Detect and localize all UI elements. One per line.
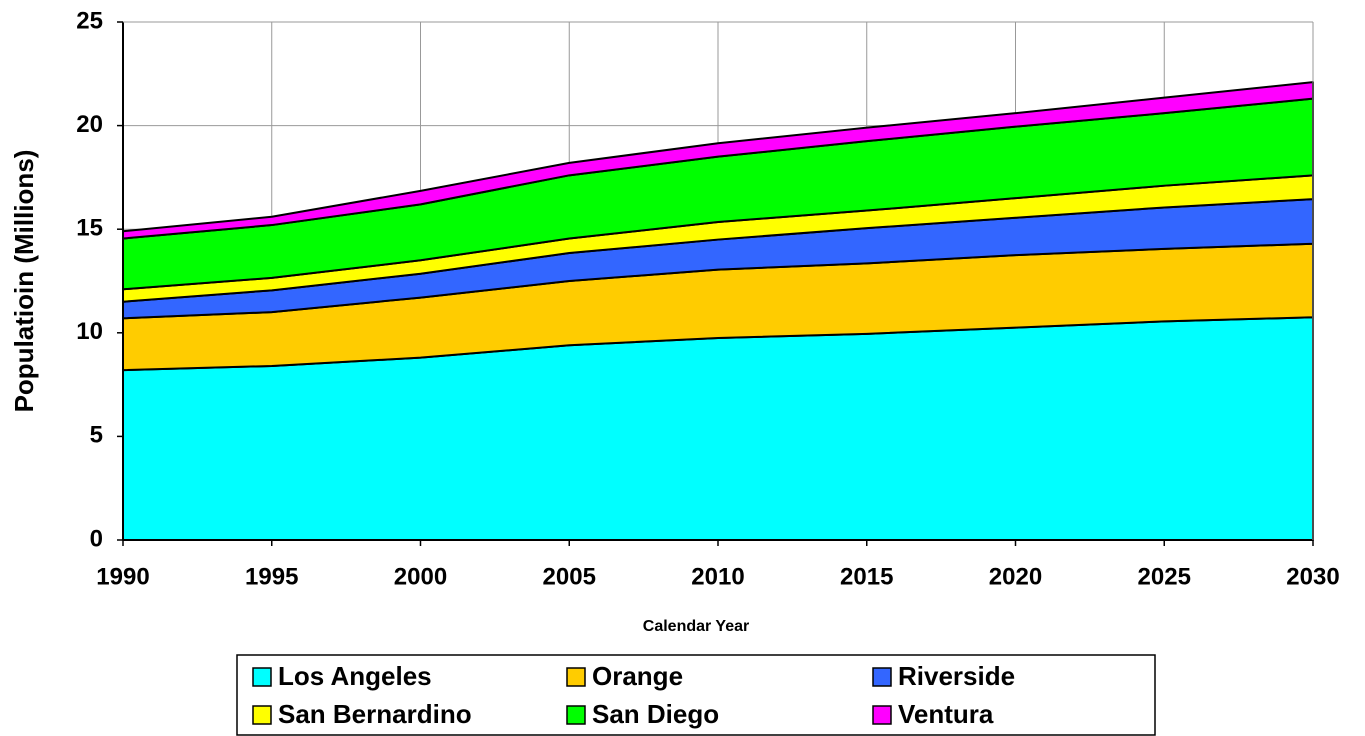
legend-label: Ventura xyxy=(898,699,994,729)
legend-swatch xyxy=(566,705,586,725)
y-tick-label: 5 xyxy=(90,422,103,449)
y-tick-label: 15 xyxy=(76,215,103,242)
x-tick-label: 2025 xyxy=(1138,563,1191,590)
legend-swatch xyxy=(252,705,272,725)
x-tick-label: 2030 xyxy=(1286,563,1339,590)
x-tick-label: 2005 xyxy=(543,563,596,590)
legend-swatch xyxy=(872,667,892,687)
x-axis-label: Calendar Year xyxy=(643,618,749,635)
legend-label: San Diego xyxy=(592,699,719,729)
y-tick-label: 10 xyxy=(76,318,103,345)
legend-box xyxy=(236,654,1156,736)
legend-swatch xyxy=(872,705,892,725)
legend-swatch xyxy=(252,667,272,687)
legend-swatch xyxy=(566,667,586,687)
legend-label: San Bernardino xyxy=(278,699,472,729)
legend-label: Riverside xyxy=(898,661,1015,691)
legend-label: Orange xyxy=(592,661,683,691)
y-tick-label: 0 xyxy=(90,525,103,552)
x-tick-label: 1990 xyxy=(96,563,149,590)
x-tick-label: 2010 xyxy=(691,563,744,590)
areas xyxy=(122,81,1314,541)
y-tick-label: 25 xyxy=(76,7,103,34)
legend-label: Los Angeles xyxy=(278,661,432,691)
y-axis-label: Populatioin (Millions) xyxy=(9,150,39,413)
x-tick-label: 2015 xyxy=(840,563,893,590)
x-tick-label: 2020 xyxy=(989,563,1042,590)
x-tick-label: 1995 xyxy=(245,563,298,590)
y-tick-label: 20 xyxy=(76,111,103,138)
x-tick-label: 2000 xyxy=(394,563,447,590)
